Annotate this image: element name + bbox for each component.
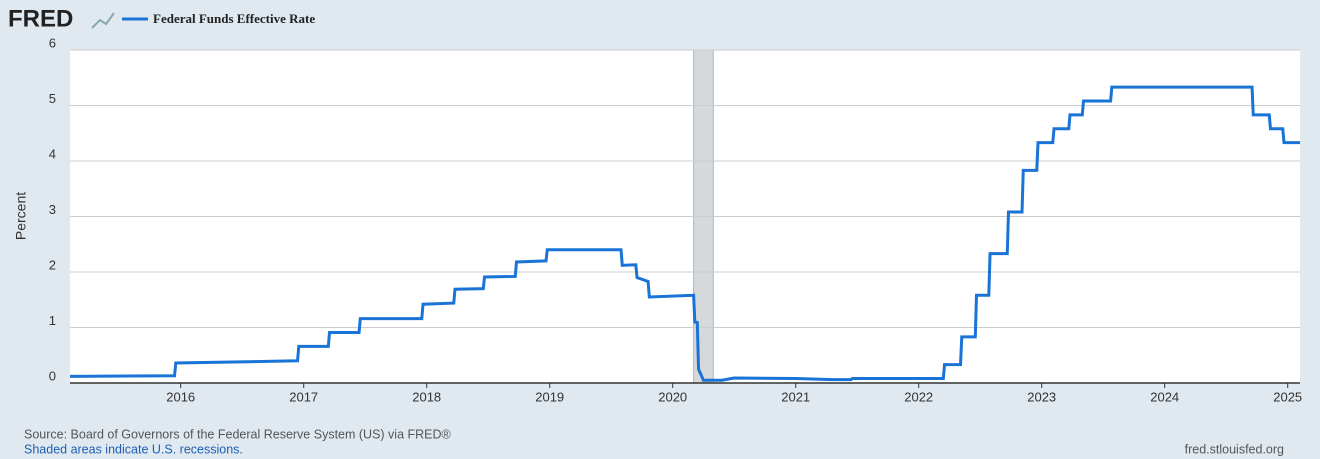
y-tick-label: 2	[49, 257, 56, 272]
x-tick-label: 2023	[1027, 389, 1056, 404]
y-tick-label: 0	[49, 368, 56, 383]
x-tick-label: 2017	[289, 389, 318, 404]
logo: FRED	[8, 5, 73, 32]
x-tick-label: 2022	[904, 389, 933, 404]
x-tick-label: 2020	[658, 389, 687, 404]
x-tick-label: 2025	[1273, 389, 1302, 404]
x-tick-label: 2021	[781, 389, 810, 404]
site[interactable]: fred.stlouisfed.org	[1185, 442, 1284, 456]
y-tick-label: 3	[49, 202, 56, 217]
y-axis-label: Percent	[13, 192, 29, 240]
logo-icon	[91, 12, 115, 29]
y-tick-label: 5	[49, 91, 56, 106]
y-tick-label: 1	[49, 313, 56, 328]
legend-label: Federal Funds Effective Rate	[153, 11, 315, 26]
series-line	[69, 85, 1300, 382]
x-tick-label: 2016	[166, 389, 195, 404]
x-tick-label: 2024	[1150, 389, 1179, 404]
x-tick-label: 2018	[412, 389, 441, 404]
y-tick-label: 4	[49, 146, 56, 161]
x-tick-label: 2019	[535, 389, 564, 404]
source: Source: Board of Governors of the Federa…	[24, 427, 452, 441]
recession-note[interactable]: Shaded areas indicate U.S. recessions.	[24, 442, 243, 456]
y-tick-label: 6	[49, 35, 56, 50]
